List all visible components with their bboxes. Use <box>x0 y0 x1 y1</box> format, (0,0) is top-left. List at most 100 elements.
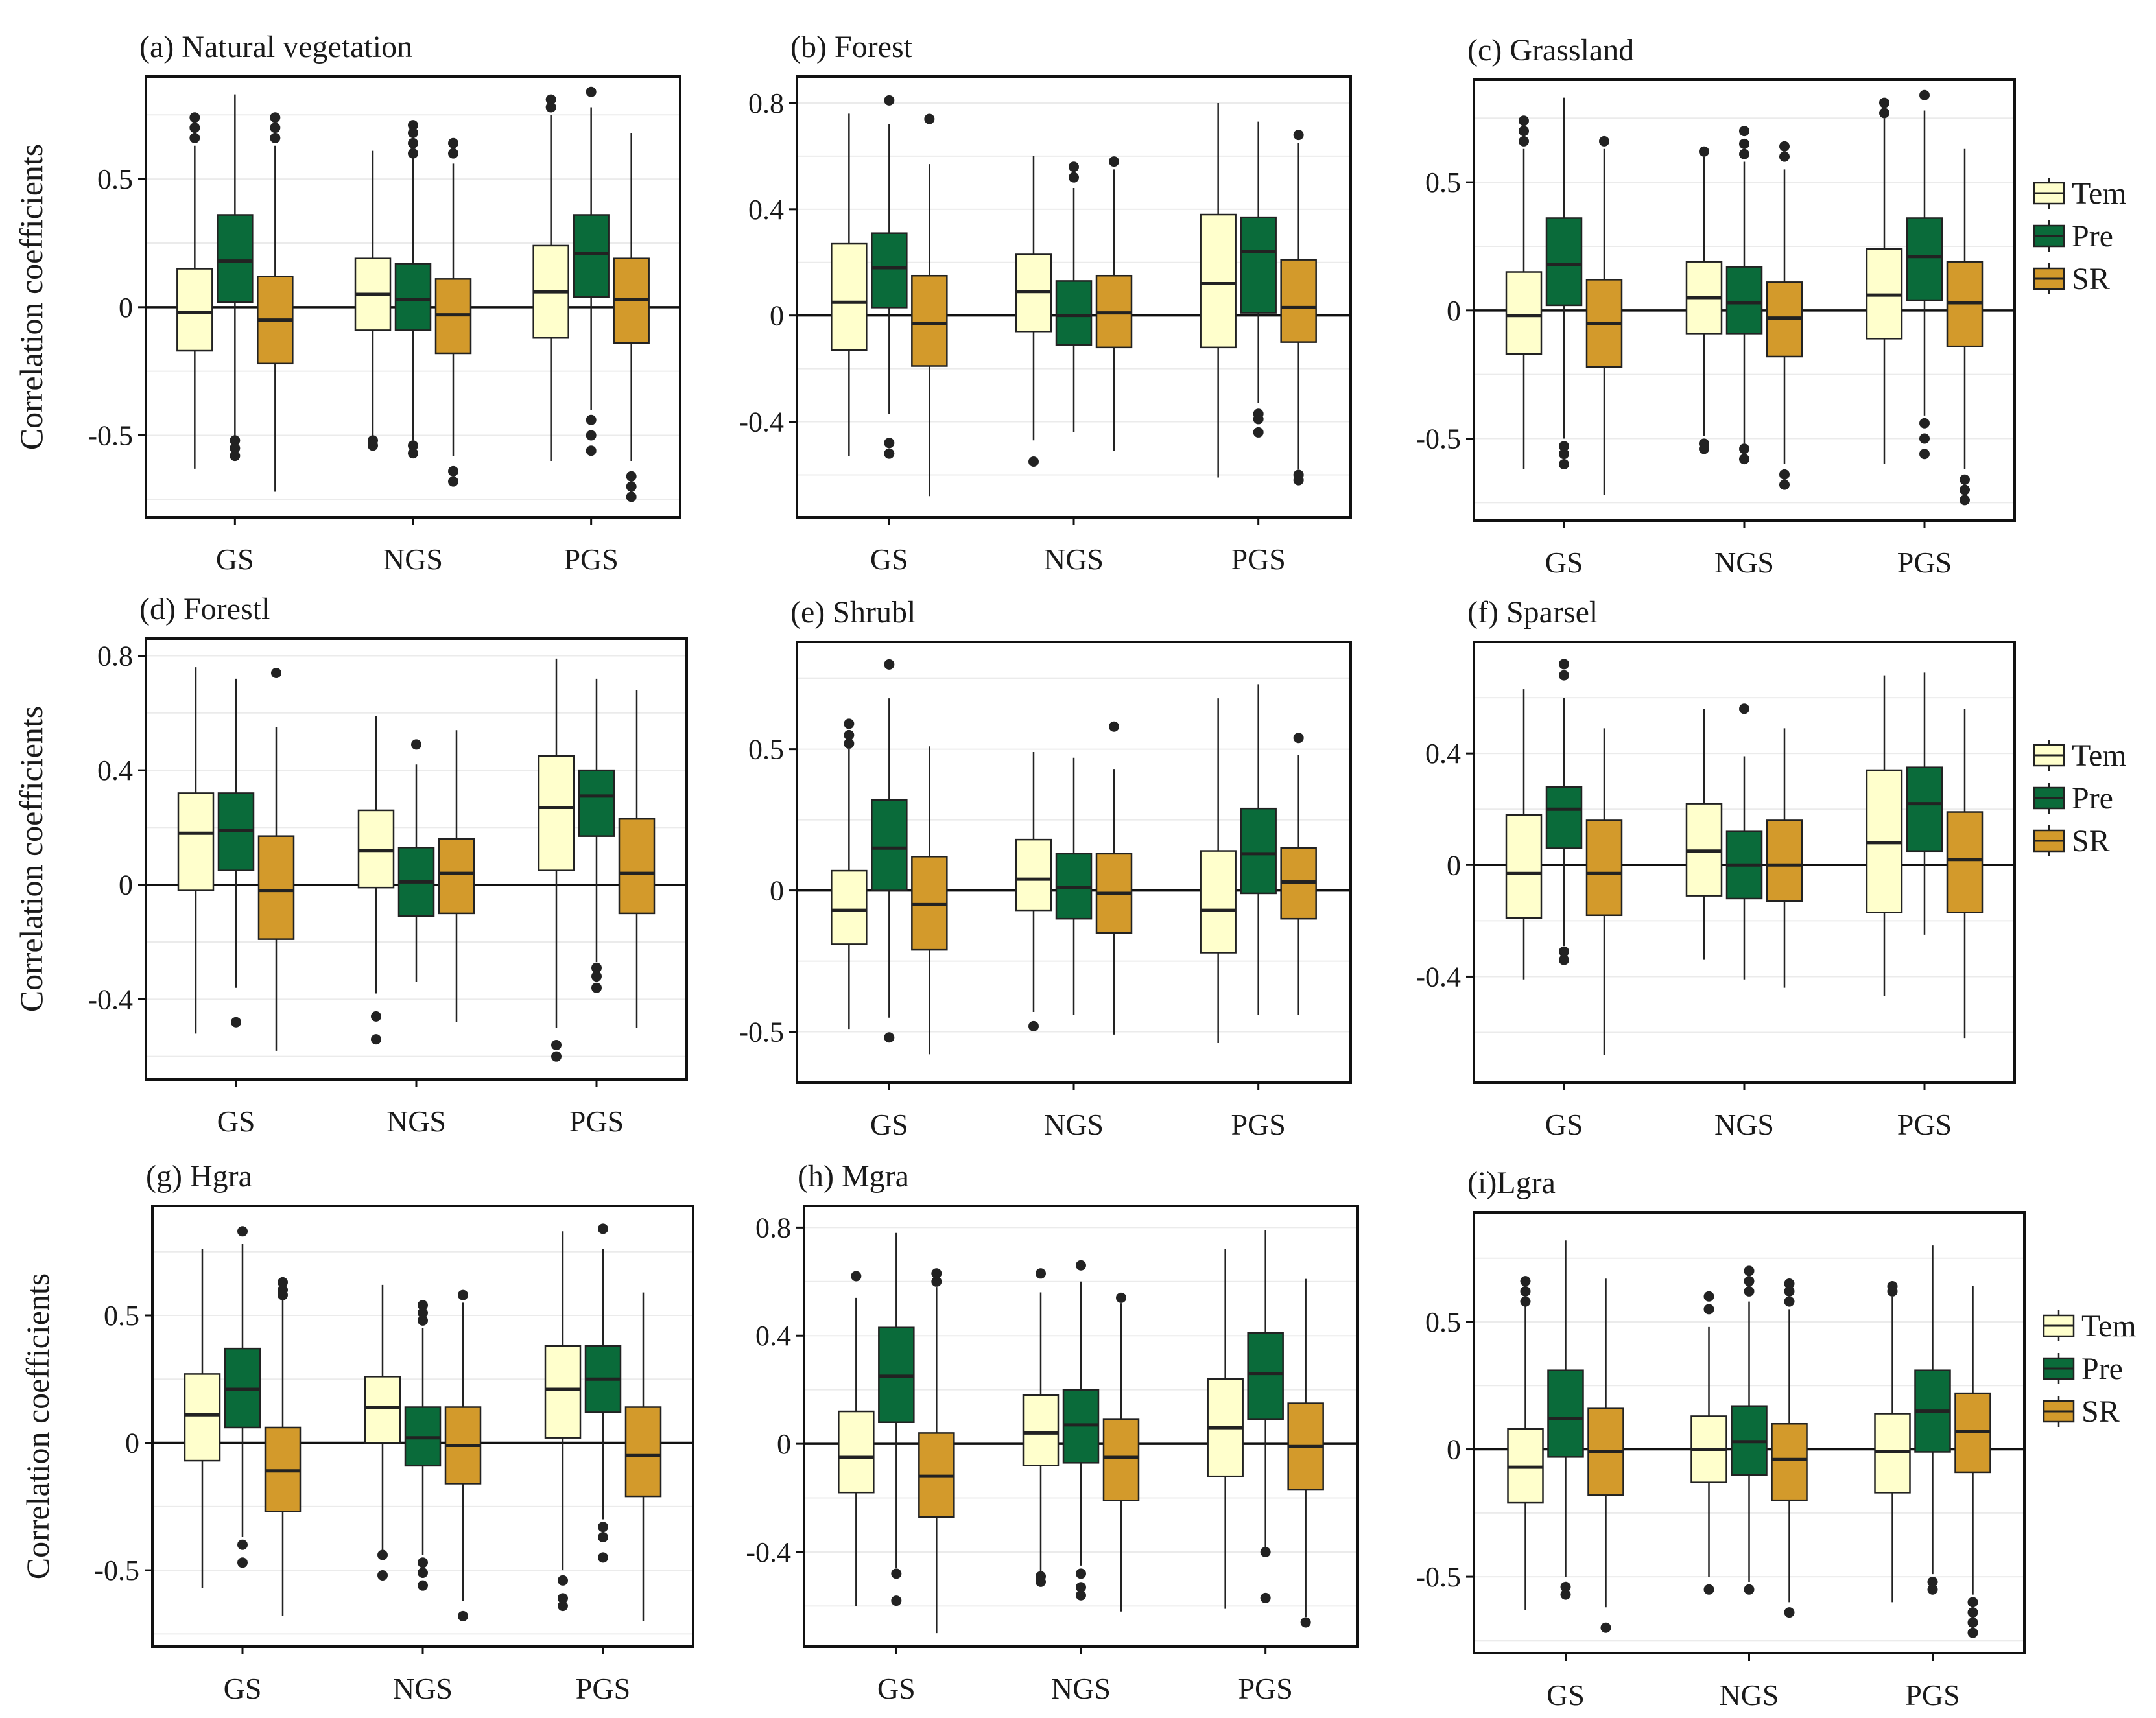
y-tick-label: -0.5 <box>94 1555 139 1586</box>
box-tem-gs <box>1505 115 1543 469</box>
outlier-point <box>230 435 241 446</box>
outlier-point <box>418 1300 428 1311</box>
box-sr-pgs <box>1287 1278 1324 1628</box>
panel-3: 0.5 0 -0.5 GS NGS PGS (c) Grassland Tem Pre SR <box>1416 33 2126 579</box>
panel-9: 0.5 0 -0.5 GS NGS PGS (i)Lgra Tem Pre SR <box>1416 1166 2136 1712</box>
y-axis-label: Correlation coefficients <box>13 144 49 451</box>
box-sr-ngs <box>434 137 472 487</box>
outlier-point <box>598 1223 608 1234</box>
outlier-point <box>1739 443 1749 454</box>
box-sr-gs <box>257 667 295 1051</box>
outlier-point <box>1253 414 1264 425</box>
panel-1: 0.5 0 -0.5 GS NGS PGS (a) Natural vegetation Co… <box>13 30 681 576</box>
box-body <box>257 835 295 940</box>
box-body <box>1505 271 1543 355</box>
outlier-point <box>1559 449 1569 460</box>
outlier-point <box>408 148 418 159</box>
legend: Tem Pre SR <box>2043 1309 2137 1429</box>
outlier-point <box>844 718 855 729</box>
box-pre-pgs <box>1906 672 1943 935</box>
outlier-point <box>1520 1296 1531 1307</box>
outlier-point <box>270 112 281 123</box>
outlier-point <box>598 1531 608 1542</box>
outlier-point <box>1784 1296 1795 1307</box>
box-body <box>1280 259 1317 343</box>
outlier-point <box>448 476 458 487</box>
box-pre-ngs <box>1725 126 1763 465</box>
box-body <box>871 799 908 891</box>
outlier-point <box>458 1289 468 1300</box>
box-tem-pgs <box>1874 1280 1911 1603</box>
panel-4: 0.8 0.4 0 -0.4 GS NGS PGS (d) Forestl Correlatio… <box>13 592 688 1138</box>
outlier-point <box>418 1308 428 1319</box>
box-body <box>1102 1418 1140 1501</box>
box-tem-pgs <box>544 1231 582 1612</box>
outlier-point <box>408 120 418 131</box>
outlier-point <box>189 112 200 123</box>
y-tick-label: -0.4 <box>746 1536 791 1568</box>
outlier-point <box>1960 495 1970 506</box>
box-tem-ngs <box>1685 146 1723 454</box>
box-tem-gs <box>177 667 215 1034</box>
outlier-point <box>1116 1292 1126 1303</box>
box-pre-gs <box>217 94 254 462</box>
x-tick-label: GS <box>870 543 908 576</box>
outlier-point <box>1109 156 1119 167</box>
x-tick-label: PGS <box>563 543 618 576</box>
outlier-point <box>1293 475 1304 486</box>
panel-6: 0.4 0 -0.4 GS NGS PGS (f) Sparsel Tem Pre SR <box>1416 595 2126 1141</box>
x-tick-label: GS <box>870 1108 908 1141</box>
box-pre-gs <box>1545 659 1583 965</box>
box-body <box>838 1410 875 1494</box>
box-body <box>1585 819 1623 917</box>
x-tick-label: PGS <box>1238 1672 1292 1705</box>
panel-title: (e) Shrubl <box>790 595 916 630</box>
outlier-point <box>1028 456 1039 467</box>
box-pre-pgs <box>1240 684 1277 1015</box>
box-pre-gs <box>224 1226 261 1568</box>
x-tick-label: GS <box>224 1672 262 1705</box>
outlier-point <box>1744 1584 1755 1595</box>
outlier-point <box>586 86 597 97</box>
box-sr-pgs <box>618 690 656 1028</box>
y-tick-label: 0.5 <box>97 163 133 195</box>
box-pre-gs <box>217 678 255 1028</box>
outlier-point <box>1076 1590 1086 1601</box>
box-body <box>217 214 254 303</box>
box-sr-gs <box>264 1277 302 1616</box>
outlier-point <box>418 1557 428 1568</box>
outlier-point <box>545 102 556 113</box>
panel-title: (f) Sparsel <box>1467 595 1598 630</box>
outlier-point <box>1560 1589 1571 1600</box>
box-body <box>1906 217 1943 301</box>
box-sr-gs <box>1587 1278 1624 1633</box>
box-pre-ngs <box>397 739 435 982</box>
x-tick-label: GS <box>217 1105 255 1138</box>
outlier-point <box>1519 135 1529 147</box>
box-body <box>618 818 656 915</box>
outlier-point <box>270 123 281 134</box>
outlier-point <box>591 982 602 993</box>
box-body <box>1771 1422 1808 1501</box>
x-tick-label: NGS <box>1044 543 1104 576</box>
y-axis-label: Correlation coefficients <box>19 1273 56 1580</box>
box-sr-ngs <box>1095 156 1133 451</box>
outlier-point <box>278 1284 288 1295</box>
x-tick-label: NGS <box>386 1105 446 1138</box>
box-tem-gs <box>184 1249 221 1588</box>
box-sr-gs <box>1585 135 1623 495</box>
y-axis-label: Correlation coefficients <box>13 706 49 1013</box>
y-tick-label: 0.4 <box>755 1320 791 1352</box>
legend-label: SR <box>2081 1394 2120 1429</box>
box-pre-pgs <box>584 1223 622 1563</box>
box-body <box>1240 807 1277 895</box>
box-tem-pgs <box>1207 1249 1244 1609</box>
outlier-point <box>1599 135 1609 147</box>
box-sr-pgs <box>613 132 650 502</box>
outlier-point <box>1559 954 1569 965</box>
x-tick-label: NGS <box>1044 1108 1104 1141</box>
box-body <box>624 1406 662 1498</box>
box-pre-gs <box>871 95 908 459</box>
panel-8: 0.8 0.4 0 -0.4 GS NGS PGS (h) Mgra <box>746 1159 1359 1705</box>
box-tem-ngs <box>1685 709 1723 960</box>
